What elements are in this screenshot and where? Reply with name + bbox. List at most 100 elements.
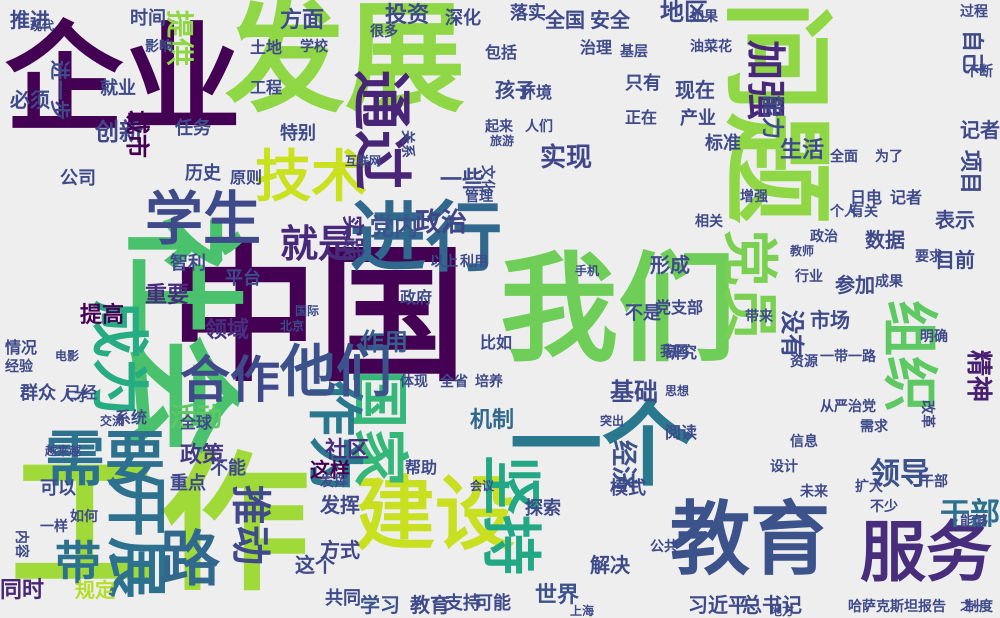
cloud-word: 不少 — [870, 499, 898, 515]
cloud-word: 现代 — [30, 19, 55, 33]
cloud-word: 标准 — [705, 133, 741, 154]
cloud-word: 投资 — [385, 3, 430, 28]
cloud-word: 突出 — [600, 414, 625, 428]
cloud-word: 北京 — [280, 319, 305, 333]
cloud-word: 基层 — [620, 44, 648, 60]
cloud-word: 要求 — [915, 249, 943, 265]
cloud-word: 市场 — [810, 308, 850, 332]
cloud-word: 信息 — [790, 434, 818, 450]
cloud-word: 不能 — [210, 458, 246, 479]
cloud-word: 帮助 — [405, 458, 438, 477]
cloud-word: 扩大 — [855, 479, 883, 495]
cloud-word: 全面 — [830, 149, 858, 165]
cloud-word: 阅读 — [665, 423, 698, 442]
cloud-word: 已经 — [65, 383, 98, 402]
cloud-word: 经验 — [5, 359, 33, 375]
cloud-word: 成果 — [875, 274, 903, 290]
cloud-word: 数据 — [865, 228, 905, 252]
cloud-word: 孩子 — [495, 78, 535, 102]
cloud-word: 政治 — [810, 229, 838, 245]
cloud-word: 比如 — [480, 333, 513, 352]
cloud-word: 如何 — [70, 509, 98, 525]
cloud-word: 行业 — [795, 269, 823, 285]
cloud-word: 带 — [55, 536, 101, 590]
cloud-word: 全球 — [180, 413, 213, 432]
cloud-word: 工作 — [10, 438, 311, 612]
cloud-word: 产业 — [680, 108, 716, 129]
cloud-word: 推动 — [227, 485, 273, 565]
cloud-word: 国际 — [295, 304, 320, 318]
cloud-word: 创新 — [95, 118, 143, 146]
cloud-word: 活动 — [170, 403, 223, 433]
cloud-word: 资源 — [790, 354, 818, 370]
cloud-word: 哈萨克斯坦 — [848, 599, 918, 615]
cloud-word: 改革 — [919, 400, 935, 428]
cloud-word: 社区 — [325, 438, 370, 463]
cloud-word: 发挥 — [320, 493, 360, 517]
cloud-word: 系统 — [115, 408, 148, 427]
cloud-word: 智利 — [170, 253, 206, 274]
cloud-word: 未来 — [800, 484, 828, 500]
cloud-word: 这个 — [295, 553, 335, 577]
cloud-word: 体现 — [400, 374, 428, 390]
cloud-word: 政府 — [400, 288, 433, 307]
cloud-word: 旅游 — [490, 134, 515, 148]
cloud-word: 过程 — [960, 4, 988, 20]
cloud-word: 从严治党 — [820, 399, 876, 415]
cloud-word: 全国 — [545, 8, 585, 32]
cloud-word: 全省 — [440, 374, 468, 390]
cloud-word: 一个 — [510, 392, 695, 499]
cloud-word: 培养 — [475, 374, 503, 390]
cloud-word: 教育 — [670, 493, 830, 586]
cloud-word: 形成 — [650, 253, 690, 277]
cloud-word: 包括 — [485, 43, 518, 62]
cloud-word: 重要 — [145, 283, 190, 308]
cloud-word: 服务 — [860, 514, 992, 591]
cloud-word: 设计 — [770, 459, 798, 475]
cloud-word: 日电 — [850, 188, 883, 207]
cloud-word: 研究 — [665, 343, 698, 362]
cloud-word: 利用 — [460, 254, 488, 270]
cloud-word: 我国 — [660, 344, 688, 360]
cloud-word: 城市 — [123, 110, 151, 158]
cloud-word: 以上 — [430, 254, 458, 270]
cloud-word: 政治 — [415, 208, 468, 238]
cloud-word: 领域 — [205, 318, 250, 343]
cloud-word: 组织 — [876, 300, 941, 412]
cloud-word: 一带一路 — [820, 349, 876, 365]
cloud-word: 平台 — [225, 268, 261, 289]
cloud-word: 地方 — [770, 604, 795, 618]
cloud-word: 发展 — [225, 0, 465, 129]
cloud-word: 为了 — [875, 149, 903, 165]
cloud-word: 这样 — [310, 458, 350, 482]
cloud-word: 群众 — [20, 383, 56, 404]
cloud-word: 会议 — [470, 479, 495, 493]
cloud-word: 安全 — [590, 8, 630, 32]
cloud-word: 需要 — [45, 425, 165, 495]
cloud-word: 支持 — [445, 593, 481, 614]
cloud-word: 相关 — [695, 214, 723, 230]
cloud-word: 学生 — [145, 185, 262, 253]
cloud-word: 重点 — [170, 473, 206, 494]
cloud-word: 中国 — [170, 230, 466, 402]
cloud-word: 党员 — [716, 230, 781, 342]
cloud-word: 总书记 — [742, 593, 802, 617]
cloud-word: 落实 — [510, 3, 546, 24]
cloud-word: 作用 — [360, 328, 408, 356]
cloud-word: 电影 — [55, 349, 80, 363]
cloud-word: 关系 — [399, 130, 415, 158]
cloud-word: 共同 — [325, 588, 361, 609]
cloud-word: 发挥 — [320, 474, 348, 490]
cloud-word: 路 — [160, 525, 220, 595]
cloud-word: 不断 — [965, 64, 993, 80]
cloud-word: 必须 — [10, 88, 50, 112]
cloud-word: 管理 — [465, 189, 493, 205]
cloud-word: 我们 — [500, 240, 737, 378]
cloud-word: 起来 — [485, 119, 513, 135]
cloud-word: 环境 — [520, 83, 553, 102]
cloud-word: 特别 — [280, 123, 316, 144]
cloud-word: 领导 — [870, 457, 930, 492]
cloud-word: 教育 — [410, 593, 450, 617]
cloud-word: 很多 — [370, 24, 398, 40]
